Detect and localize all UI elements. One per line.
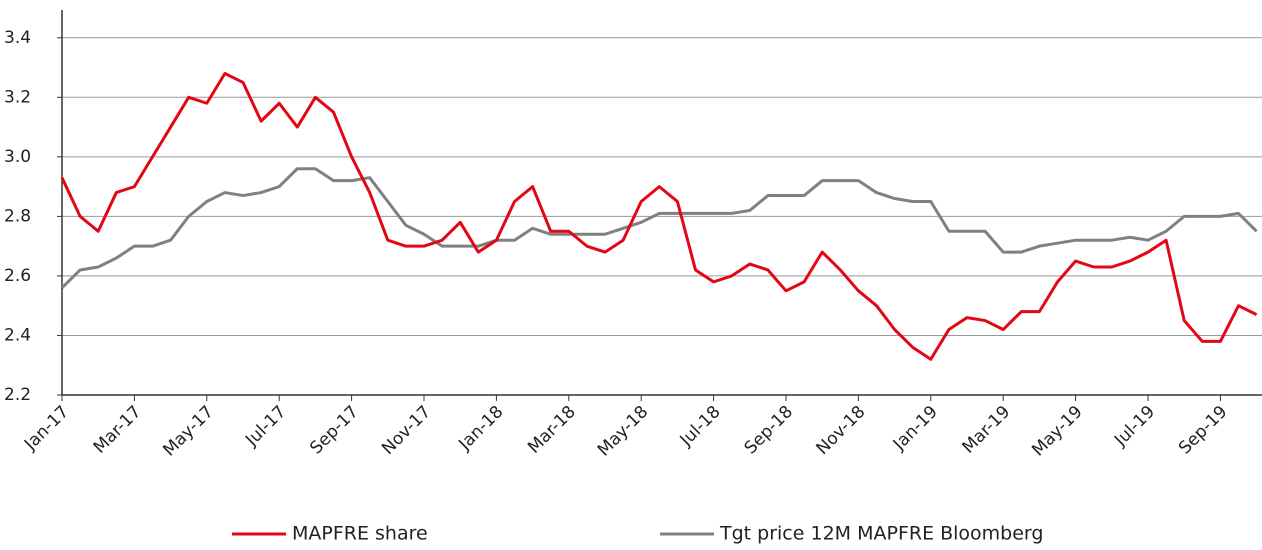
x-tick-label: Sep-19 [1175, 402, 1231, 458]
x-tick-label: May-18 [594, 402, 652, 460]
y-tick-label: 2.8 [4, 206, 31, 226]
x-tick-label: Sep-17 [306, 402, 362, 458]
y-tick-label: 2.6 [4, 266, 31, 286]
y-tick-label: 3.4 [4, 28, 31, 48]
x-tick-label: May-19 [1028, 402, 1086, 460]
y-tick-label: 3.0 [4, 147, 31, 167]
x-tick-label: Jan-19 [889, 402, 942, 455]
series-line [60, 167, 1258, 289]
x-tick-label: Jul-19 [1110, 402, 1159, 451]
x-tick-label: Jan-17 [20, 402, 73, 455]
x-tick-label: Mar-19 [959, 402, 1015, 458]
x-tick-label: Sep-18 [741, 402, 797, 458]
x-tick-label: Jan-18 [454, 402, 507, 455]
legend-label: MAPFRE share [292, 523, 428, 545]
x-tick-label: Nov-18 [813, 402, 870, 459]
x-tick-label: May-17 [159, 402, 217, 460]
legend-label: Tgt price 12M MAPFRE Bloomberg [719, 523, 1043, 545]
x-tick-label: Jul-17 [241, 402, 290, 451]
x-tick-label: Jul-18 [676, 402, 725, 451]
x-tick-label: Mar-17 [90, 402, 146, 458]
x-tick-label: Mar-18 [524, 402, 580, 458]
series-line [60, 71, 1258, 361]
y-tick-label: 2.4 [4, 325, 31, 345]
y-tick-label: 3.2 [4, 87, 31, 107]
y-tick-label: 2.2 [4, 385, 31, 405]
x-tick-label: Nov-17 [378, 402, 435, 459]
